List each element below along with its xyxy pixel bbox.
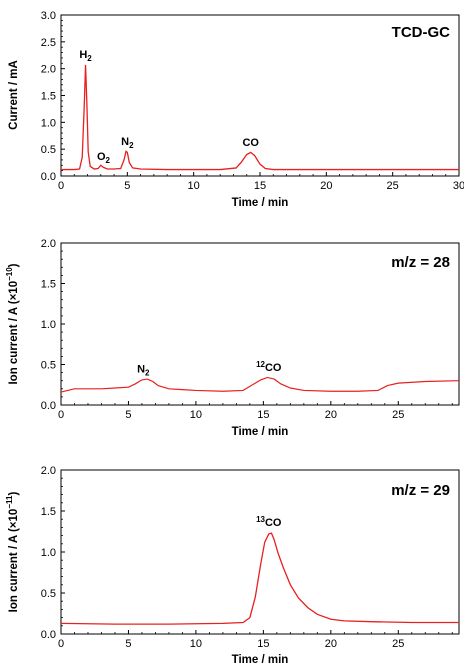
x-axis-label: Time / min	[232, 197, 289, 209]
peak-label-superscript: 12	[256, 360, 265, 369]
x-tick-label: 10	[190, 638, 202, 650]
y-tick-label: 0.5	[41, 588, 56, 600]
peak-label-base: N	[137, 364, 145, 376]
y-tick-label: 0.0	[41, 629, 56, 641]
tick-group: 0 5 10 15 20 25 30 0.0 0.5 1.0 1.5 2.0 2.5 3.0	[41, 10, 464, 192]
peak-label-superscript: 13	[256, 515, 265, 524]
tick-group: 0 5 10 15 20 25 0.0 0.5 1.0 1.5 2.0	[41, 465, 453, 650]
y-tick-label: 1.0	[41, 117, 56, 129]
y-axis-label-end: )	[8, 263, 20, 267]
peak-label-base: N	[121, 136, 129, 148]
y-tick-label: 1.0	[41, 547, 56, 559]
panel-mz-29: 0 5 10 15 20 250.00.51.01.52.0 13CO m/z = 29 …	[5, 465, 460, 666]
x-tick-label: 30	[453, 180, 464, 192]
x-tick-label: 5	[124, 180, 130, 192]
y-tick-label: 2.0	[41, 64, 56, 76]
peak-label: CO	[242, 137, 259, 149]
x-tick-label: 25	[387, 180, 399, 192]
peak-label-subscript: 2	[106, 156, 111, 165]
x-tick-label: 15	[257, 638, 269, 650]
y-tick-label: 0.5	[41, 144, 56, 156]
x-tick-label: 0	[58, 638, 64, 650]
peak-label-base: H	[79, 49, 87, 61]
x-tick-label: 20	[325, 638, 337, 650]
y-tick-label: 0.0	[41, 171, 56, 183]
x-tick-label: 25	[392, 409, 404, 421]
peak-label: 13CO	[256, 515, 282, 529]
series-line-mz29	[60, 532, 459, 625]
x-tick-label: 0	[58, 409, 64, 421]
x-tick-label: 20	[320, 180, 332, 192]
y-tick-label: 0.5	[41, 360, 56, 372]
peak-label: N2	[121, 136, 134, 150]
series-line-tcd	[61, 64, 459, 171]
y-axis-label: Ion current / A (×10−11)	[5, 492, 20, 613]
panel-title: m/z = 28	[391, 254, 450, 271]
x-tick-label: 10	[188, 180, 200, 192]
peak-label: N2	[137, 364, 150, 378]
peak-label-subscript: 2	[129, 141, 134, 150]
x-tick-label: 15	[254, 180, 266, 192]
y-axis-label-main: Ion current / A (×10	[8, 281, 20, 385]
y-tick-label: 2.5	[41, 37, 56, 49]
peak-label-subscript: 2	[145, 369, 150, 378]
y-axis-label: Ion current / A (×10−10)	[5, 263, 20, 384]
peak-label: 12CO	[256, 360, 282, 374]
y-tick-label: 0.0	[41, 400, 56, 412]
y-axis-label-end: )	[8, 492, 20, 496]
y-tick-label: 1.5	[41, 279, 56, 291]
y-tick-label: 1.0	[41, 319, 56, 331]
peak-label: O2	[97, 151, 111, 165]
x-tick-label: 20	[325, 409, 337, 421]
x-axis-label: Time / min	[232, 426, 289, 438]
y-axis-label-exponent: −11	[5, 495, 14, 509]
annotation-group: N2 12CO	[137, 360, 282, 378]
peak-label-subscript: 2	[87, 54, 92, 63]
x-tick-label: 10	[190, 409, 202, 421]
peak-label-base: O	[97, 151, 106, 163]
y-tick-label: 2.0	[41, 465, 56, 477]
x-tick-label: 15	[257, 409, 269, 421]
y-axis-label-exponent: −10	[5, 267, 14, 281]
x-tick-label: 5	[125, 409, 131, 421]
y-tick-label: 2.0	[41, 238, 56, 250]
x-tick-label: 25	[392, 638, 404, 650]
y-tick-label: 1.5	[41, 91, 56, 103]
peak-label-base: CO	[242, 137, 259, 149]
series-line-mz28	[60, 376, 460, 393]
y-axis-label-main: Ion current / A (×10	[8, 509, 20, 613]
peak-label: H2	[79, 49, 92, 63]
y-tick-label: 3.0	[41, 10, 56, 22]
x-tick-label: 5	[125, 638, 131, 650]
panel-title: TCD-GC	[392, 24, 450, 41]
x-axis-label: Time / min	[232, 654, 289, 666]
x-tick-label: 0	[58, 180, 64, 192]
peak-label-base: CO	[265, 362, 282, 374]
y-tick-label: 1.5	[41, 506, 56, 518]
panel-tcd-gc: 0 5 10 15 20 25 300.00.51.01.52.02.53.0 H2O2N2…	[8, 10, 464, 209]
y-axis-label: Current / mA	[8, 60, 20, 130]
panel-title: m/z = 29	[391, 482, 450, 499]
peak-label-base: CO	[265, 517, 282, 529]
panel-mz-28: 0 5 10 15 20 25 0.0 0.5 1.0 1.5 2.0 N2 12CO m/z = 2…	[5, 238, 460, 438]
tick-group: 0 5 10 15 20 25 0.0 0.5 1.0 1.5 2.0	[41, 238, 453, 421]
annotation-group: 13CO	[256, 515, 282, 529]
